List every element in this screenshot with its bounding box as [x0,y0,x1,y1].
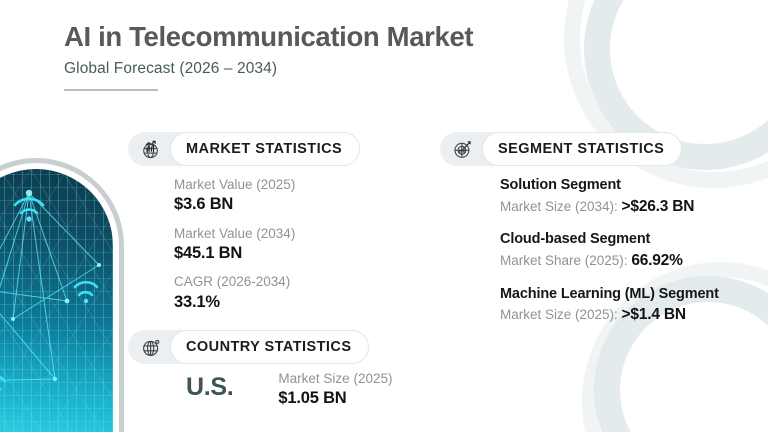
country-statistics-badge: COUNTRY STATISTICS [128,330,370,364]
market-statistics-row-value: 33.1% [174,292,220,311]
country-metric: Market Size (2025) $1.05 BN [278,370,392,410]
market-statistics-pill: MARKET STATISTICS [170,132,361,166]
market-statistics-row-label: Market Value (2034) [174,225,296,241]
header: AI in Telecommunication Market Global Fo… [64,21,474,91]
segment-item-value: 66.92% [631,251,683,269]
country-statistics-pill: COUNTRY STATISTICS [170,330,370,364]
globe-chart-icon [134,134,168,164]
market-statistics-badge: MARKET STATISTICS [128,132,361,166]
segment-item-value: >$26.3 BN [621,197,695,215]
market-statistics-list: Market Value (2025) $3.6 BN Market Value… [174,176,295,313]
globe-icon [134,332,168,362]
network-lines-overlay [0,189,101,391]
segment-item-title: Cloud-based Segment [500,231,651,248]
market-statistics-row-value: $45.1 BN [174,243,243,262]
market-statistics-row: CAGR (2026-2034) 33.1% [174,273,295,313]
segment-item-label: Market Size (2025): [500,307,622,323]
segment-item-title: Machine Learning (ML) Segment [500,285,719,302]
market-statistics-label: MARKET STATISTICS [186,141,343,157]
segment-item: Machine Learning (ML) Segment Market Siz… [500,285,719,326]
segment-item-value: >$1.4 BN [621,306,687,324]
segment-item: Solution Segment Market Size (2034): >$2… [500,176,719,217]
market-statistics-row-label: Market Value (2025) [174,177,296,192]
page-subtitle: Global Forecast (2026 – 2034) [64,59,278,77]
segment-item-metric: Market Size (2025): >$1.4 BN [500,304,719,326]
country-name: U.S. [186,373,234,401]
market-statistics-row: Market Value (2025) $3.6 BN [174,176,295,216]
header-divider [64,88,158,91]
country-metric-value: $1.05 BN [278,389,347,408]
telecom-tower-arch [0,158,124,432]
segment-item-metric: Market Share (2025): 66.92% [500,250,719,272]
market-statistics-row-value: $3.6 BN [174,195,234,214]
country-metric-label: Market Size (2025) [278,371,393,386]
telecom-tower-network-image [0,169,113,432]
country-statistics-row: U.S. Market Size (2025) $1.05 BN [186,370,392,410]
segment-statistics-label: SEGMENT STATISTICS [498,141,665,157]
segment-item: Cloud-based Segment Market Share (2025):… [500,230,719,271]
market-statistics-row: Market Value (2034) $45.1 BN [174,225,295,265]
country-statistics-label: COUNTRY STATISTICS [186,339,352,355]
segment-item-title: Solution Segment [500,177,621,193]
page-title: AI in Telecommunication Market [64,21,474,52]
segment-statistics-list: Solution Segment Market Size (2034): >$2… [500,176,719,326]
target-chart-icon [446,134,480,164]
segment-item-label: Market Share (2025): [500,252,632,268]
segment-statistics-badge: SEGMENT STATISTICS [440,132,683,166]
market-statistics-row-label: CAGR (2026-2034) [174,274,291,290]
segment-item-metric: Market Size (2034): >$26.3 BN [500,196,719,218]
segment-item-label: Market Size (2034): [500,198,622,214]
segment-statistics-pill: SEGMENT STATISTICS [482,132,683,166]
